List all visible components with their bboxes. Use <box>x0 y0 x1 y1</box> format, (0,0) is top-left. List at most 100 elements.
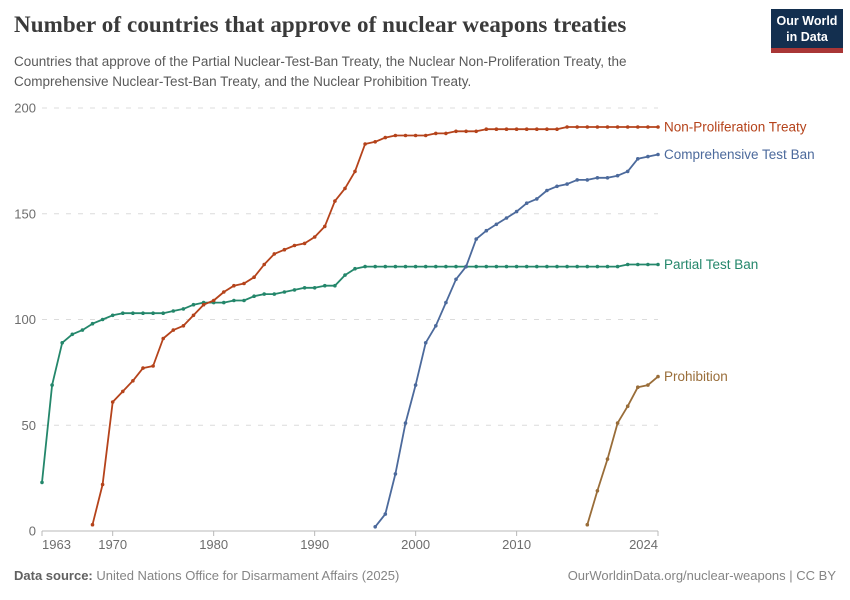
data-point[interactable] <box>242 281 246 286</box>
data-point[interactable] <box>232 283 236 288</box>
data-point[interactable] <box>333 283 337 288</box>
data-point[interactable] <box>444 300 448 305</box>
data-point[interactable] <box>282 247 287 252</box>
data-point[interactable] <box>151 311 155 315</box>
data-point[interactable] <box>535 127 539 131</box>
data-point[interactable] <box>292 243 297 248</box>
data-point[interactable] <box>555 127 559 131</box>
data-point[interactable] <box>535 197 539 201</box>
data-point[interactable] <box>70 332 75 337</box>
data-point[interactable] <box>514 209 519 214</box>
data-point[interactable] <box>282 290 287 294</box>
data-point[interactable] <box>545 188 549 193</box>
data-point[interactable] <box>323 224 327 229</box>
data-point[interactable] <box>484 264 489 269</box>
data-point[interactable] <box>464 264 468 269</box>
data-point[interactable] <box>636 125 640 129</box>
data-point[interactable] <box>222 300 226 305</box>
data-point[interactable] <box>434 324 438 328</box>
data-point[interactable] <box>413 383 418 387</box>
data-point[interactable] <box>141 311 145 315</box>
data-point[interactable] <box>625 169 630 174</box>
data-point[interactable] <box>444 264 448 269</box>
data-point[interactable] <box>272 292 277 296</box>
data-point[interactable] <box>181 307 186 311</box>
data-point[interactable] <box>615 173 620 178</box>
data-point[interactable] <box>110 400 115 404</box>
data-point[interactable] <box>413 133 418 138</box>
series-label-partial-test-ban[interactable]: Partial Test Ban <box>664 257 758 272</box>
data-point[interactable] <box>312 286 317 290</box>
data-point[interactable] <box>595 176 600 180</box>
data-point[interactable] <box>161 336 165 341</box>
owid-logo[interactable]: Our World in Data <box>771 9 843 53</box>
data-point[interactable] <box>615 264 620 269</box>
data-point[interactable] <box>262 262 267 267</box>
data-point[interactable] <box>434 131 438 136</box>
data-point[interactable] <box>565 182 569 186</box>
series-label-comprehensive-test-ban[interactable]: Comprehensive Test Ban <box>664 147 815 162</box>
data-point[interactable] <box>423 133 428 138</box>
series-comprehensive-test-ban[interactable]: Comprehensive Test Ban <box>373 147 815 529</box>
data-point[interactable] <box>413 264 418 269</box>
data-point[interactable] <box>646 262 650 267</box>
data-point[interactable] <box>656 125 660 129</box>
data-point[interactable] <box>201 302 206 307</box>
data-point[interactable] <box>575 125 579 129</box>
data-point[interactable] <box>121 389 125 394</box>
data-point[interactable] <box>484 127 489 131</box>
data-point[interactable] <box>333 199 337 203</box>
data-point[interactable] <box>514 264 519 269</box>
data-point[interactable] <box>474 237 479 241</box>
data-point[interactable] <box>555 264 559 269</box>
series-label-non-proliferation-treaty[interactable]: Non-Proliferation Treaty <box>664 120 807 135</box>
data-point[interactable] <box>272 252 277 256</box>
data-point[interactable] <box>373 264 378 269</box>
data-point[interactable] <box>585 264 590 269</box>
data-point[interactable] <box>343 186 347 191</box>
data-point[interactable] <box>121 311 125 315</box>
data-point[interactable] <box>80 328 85 332</box>
data-point[interactable] <box>625 262 630 267</box>
data-point[interactable] <box>302 241 307 246</box>
data-point[interactable] <box>252 294 256 298</box>
data-point[interactable] <box>565 125 569 129</box>
data-point[interactable] <box>191 313 196 318</box>
data-point[interactable] <box>605 264 610 269</box>
series-prohibition[interactable]: Prohibition <box>585 369 728 527</box>
data-point[interactable] <box>161 311 165 315</box>
series-partial-test-ban[interactable]: Partial Test Ban <box>40 257 758 485</box>
data-point[interactable] <box>575 178 579 182</box>
data-point[interactable] <box>605 457 610 461</box>
data-point[interactable] <box>232 298 236 303</box>
data-point[interactable] <box>292 288 297 292</box>
data-point[interactable] <box>545 264 549 269</box>
data-point[interactable] <box>141 366 145 370</box>
data-point[interactable] <box>211 298 216 303</box>
data-point[interactable] <box>383 264 388 269</box>
data-point[interactable] <box>646 154 650 159</box>
data-point[interactable] <box>434 264 438 269</box>
data-point[interactable] <box>50 383 54 387</box>
data-point[interactable] <box>403 421 408 425</box>
data-point[interactable] <box>454 277 458 282</box>
series-non-proliferation-treaty[interactable]: Non-Proliferation Treaty <box>90 120 807 527</box>
data-point[interactable] <box>514 127 519 131</box>
data-point[interactable] <box>383 512 388 516</box>
data-point[interactable] <box>222 290 226 294</box>
data-point[interactable] <box>403 133 408 138</box>
data-point[interactable] <box>625 125 630 129</box>
data-point[interactable] <box>302 286 307 290</box>
data-point[interactable] <box>181 324 186 328</box>
data-point[interactable] <box>171 309 176 313</box>
data-point[interactable] <box>151 364 155 368</box>
data-point[interactable] <box>100 317 105 322</box>
data-point[interactable] <box>524 201 529 205</box>
data-point[interactable] <box>504 216 509 220</box>
data-point[interactable] <box>393 264 398 269</box>
data-point[interactable] <box>393 133 398 138</box>
data-point[interactable] <box>524 127 529 131</box>
data-point[interactable] <box>131 379 135 383</box>
data-point[interactable] <box>535 264 539 269</box>
data-point[interactable] <box>191 302 196 307</box>
